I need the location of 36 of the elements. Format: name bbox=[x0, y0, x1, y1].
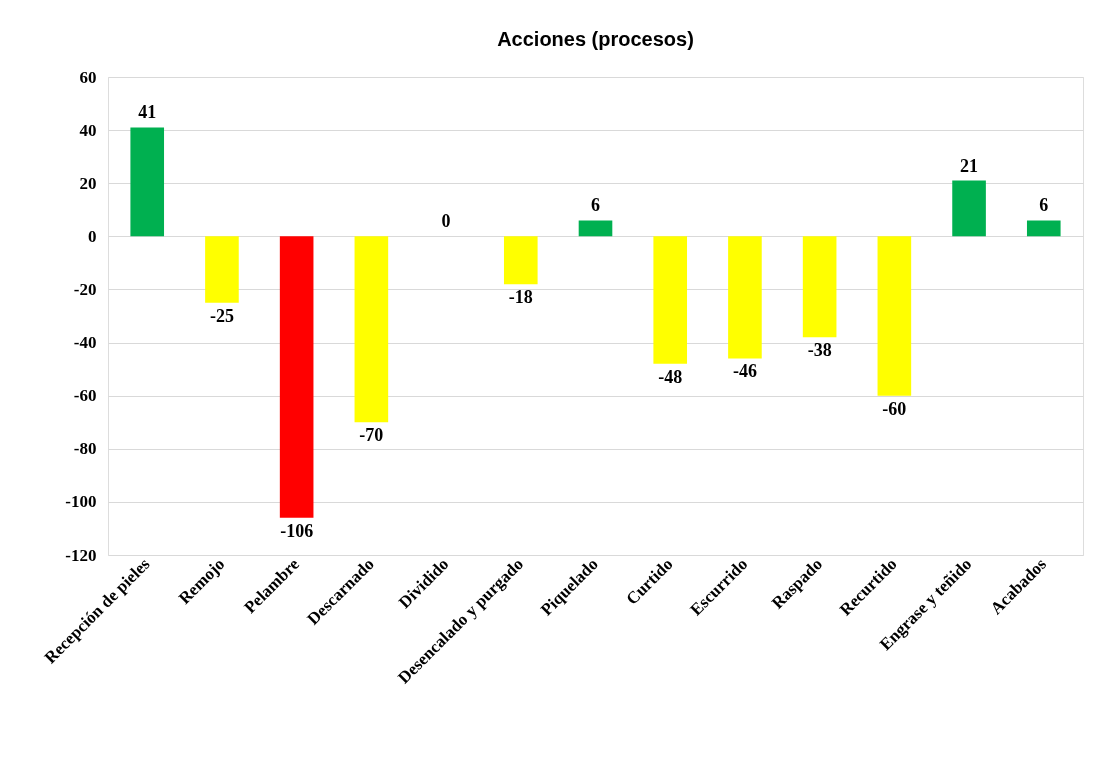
data-label: -106 bbox=[280, 520, 314, 541]
data-label: 41 bbox=[138, 102, 157, 123]
data-label: -25 bbox=[209, 305, 234, 326]
y-tick-label: -80 bbox=[73, 439, 97, 459]
y-tick-label: 60 bbox=[79, 67, 97, 87]
data-label: 6 bbox=[1039, 195, 1049, 216]
data-label: -48 bbox=[658, 366, 683, 387]
bar bbox=[952, 180, 986, 237]
y-tick-label: 40 bbox=[79, 120, 97, 140]
bar bbox=[877, 236, 912, 396]
y-tick-label: 0 bbox=[88, 226, 97, 246]
data-label: -60 bbox=[882, 398, 907, 419]
data-label: -46 bbox=[732, 361, 757, 382]
y-tick-label: 20 bbox=[79, 173, 97, 193]
data-label: -38 bbox=[807, 340, 832, 361]
bar bbox=[728, 236, 762, 359]
y-tick-label: -60 bbox=[73, 386, 97, 406]
data-label: -18 bbox=[508, 287, 533, 308]
data-label: 21 bbox=[960, 155, 979, 176]
bar bbox=[802, 236, 837, 338]
y-tick-label: -40 bbox=[73, 333, 97, 353]
y-tick-label: -120 bbox=[65, 545, 97, 565]
bar bbox=[279, 236, 314, 518]
bar bbox=[130, 127, 165, 237]
data-label: 0 bbox=[441, 211, 451, 232]
bar bbox=[503, 236, 538, 285]
bar bbox=[578, 220, 613, 237]
bar bbox=[205, 236, 239, 303]
bar bbox=[1026, 220, 1061, 237]
data-label: -70 bbox=[359, 425, 384, 446]
data-label: 6 bbox=[591, 195, 600, 216]
bar bbox=[354, 236, 389, 423]
y-tick-label: -20 bbox=[73, 279, 97, 299]
bar bbox=[653, 236, 688, 364]
y-tick-label: -100 bbox=[65, 492, 97, 512]
chart-title: Acciones (procesos) bbox=[497, 28, 694, 50]
